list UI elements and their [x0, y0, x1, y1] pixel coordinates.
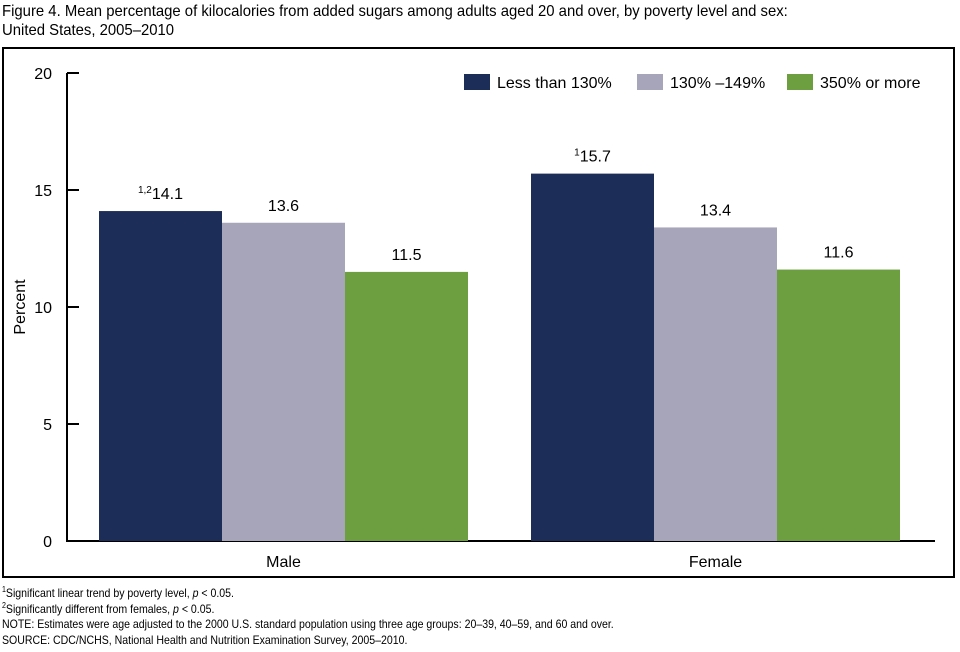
y-tick-label: 15 [34, 183, 52, 200]
footnotes: 1Significant linear trend by poverty lev… [2, 586, 614, 648]
footnote-2: 2Significantly different from females, p… [2, 600, 215, 616]
bar-value-label: 13.4 [700, 202, 731, 219]
y-tick-label: 5 [43, 417, 52, 434]
x-tick-label: Male [266, 554, 301, 571]
bar-value-label: 11.5 [392, 247, 422, 264]
note-text: NOTE: Estimates were age adjusted to the… [2, 617, 614, 631]
legend-label: 350% or more [820, 75, 921, 92]
y-tick-label: 20 [34, 66, 52, 83]
legend-label: Less than 130% [497, 75, 612, 92]
x-tick-label: Female [689, 554, 742, 571]
bar-value-label: 1,214.1 [138, 185, 183, 203]
bar-value-label: 115.7 [574, 148, 611, 166]
bar-male-1 [99, 211, 222, 541]
legend-label: 130% –149% [670, 75, 765, 92]
legend-swatch [464, 74, 490, 90]
bar-female-2 [654, 227, 777, 541]
bar-value-label: 11.6 [824, 245, 854, 262]
bar-male-2 [222, 222, 345, 541]
chart-title: Figure 4. Mean percentage of kilocalorie… [2, 2, 788, 40]
footnote-1: 1Significant linear trend by poverty lev… [2, 585, 234, 601]
y-axis-label: Percent [12, 279, 29, 335]
bar-female-3 [777, 269, 900, 541]
bar-value-label: 13.6 [268, 198, 299, 215]
bar-female-1 [531, 173, 654, 541]
chart-frame [2, 47, 955, 578]
bar-male-3 [345, 271, 468, 541]
legend-swatch [787, 74, 813, 90]
y-tick-label: 0 [43, 534, 52, 551]
chart-title-line2: United States, 2005–2010 [2, 22, 175, 39]
chart-title-line1: Figure 4. Mean percentage of kilocalorie… [2, 3, 788, 20]
y-tick-label: 10 [34, 300, 52, 317]
source-text: SOURCE: CDC/NCHS, National Health and Nu… [2, 632, 408, 647]
legend-swatch [637, 74, 663, 90]
